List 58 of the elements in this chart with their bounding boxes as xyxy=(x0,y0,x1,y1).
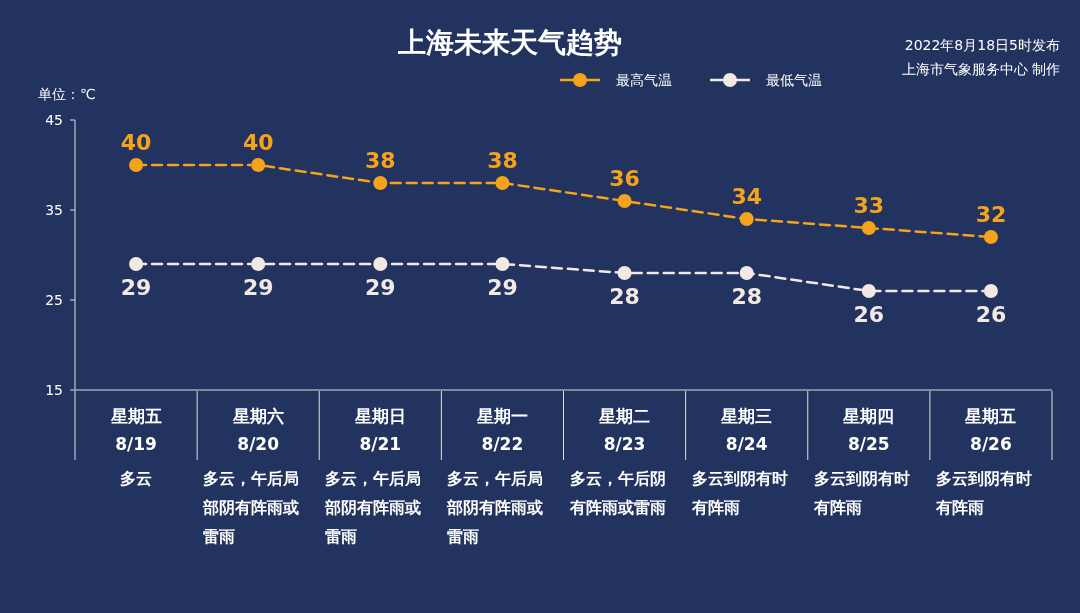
data-label: 29 xyxy=(487,275,518,300)
point xyxy=(251,257,266,271)
data-label: 28 xyxy=(731,284,762,309)
point xyxy=(983,284,998,298)
data-label: 29 xyxy=(242,275,274,300)
point xyxy=(861,284,876,298)
x-tick-label: 星期日 8/21 xyxy=(353,406,406,454)
legend-label: 最低气温 xyxy=(766,71,822,88)
text: 多云到阴有时有阵雨 xyxy=(690,469,788,517)
point xyxy=(129,257,144,271)
y-tick-label: 25 xyxy=(45,291,63,308)
text: 多云，午后局部阴有阵雨或雷雨 xyxy=(202,469,300,546)
y-tick-label: 15 xyxy=(45,381,63,398)
point xyxy=(739,266,754,280)
x-tick-label: 星期四 8/25 xyxy=(842,406,895,454)
x-tick-label: 星期二 8/23 xyxy=(598,406,651,454)
text: 多云 xyxy=(120,469,153,488)
point xyxy=(495,176,510,190)
text: 多云，午后局部阴有阵雨或雷雨 xyxy=(446,469,544,546)
data-label: 29 xyxy=(120,275,152,300)
data-label: 34 xyxy=(731,184,762,209)
point xyxy=(861,221,876,235)
y-tick-label: 35 xyxy=(45,201,63,218)
point xyxy=(739,212,754,226)
legend-label: 最高气温 xyxy=(616,71,672,88)
data-label: 29 xyxy=(365,275,396,300)
data-label: 33 xyxy=(853,193,885,218)
data-label: 26 xyxy=(853,302,885,327)
point xyxy=(373,257,388,271)
point xyxy=(251,158,266,172)
x-tick-label: 星期六 8/20 xyxy=(231,406,284,454)
data-label: 28 xyxy=(609,284,640,309)
x-tick-label: 星期三 8/24 xyxy=(720,406,773,454)
point xyxy=(373,176,388,190)
y-axis-title: 单位：℃ xyxy=(38,86,96,102)
point xyxy=(129,158,144,172)
x-tick-label: 星期五 8/19 xyxy=(109,406,162,454)
point xyxy=(617,266,632,280)
data-label: 26 xyxy=(975,302,1007,327)
data-label: 38 xyxy=(487,148,518,173)
data-label: 40 xyxy=(242,130,274,155)
text: 上海市气象服务中心 制作 xyxy=(901,61,1060,77)
text: 多云到阴有时有阵雨 xyxy=(812,469,910,517)
data-label: 38 xyxy=(365,148,396,173)
x-tick-label: 星期五 8/26 xyxy=(964,406,1017,454)
data-label: 40 xyxy=(120,130,152,155)
data-label: 32 xyxy=(975,202,1007,227)
y-tick-label: 45 xyxy=(45,111,63,128)
point xyxy=(495,257,510,271)
data-label: 36 xyxy=(609,166,640,191)
x-tick-label: 星期一 8/22 xyxy=(475,406,528,454)
text: 多云，午后阴有阵雨或雷雨 xyxy=(568,469,666,517)
text: 多云到阴有时有阵雨 xyxy=(934,469,1032,517)
point xyxy=(617,194,632,208)
chart-title: 上海未来天气趋势 xyxy=(397,26,622,59)
text: 多云，午后局部阴有阵雨或雷雨 xyxy=(324,469,422,546)
text: 2022年8月18日5时发布 xyxy=(904,37,1060,53)
point xyxy=(983,230,998,244)
